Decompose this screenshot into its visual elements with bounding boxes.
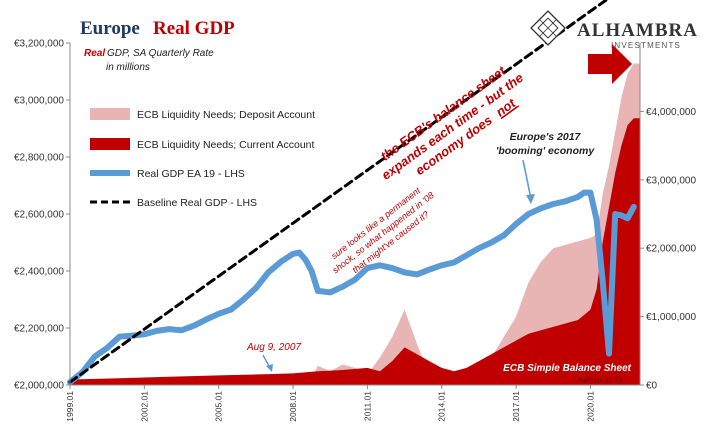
annotation-aug-arrow bbox=[262, 354, 273, 372]
logo-name: ALHAMBRA bbox=[577, 20, 698, 41]
x-tick-label: 2008.01 bbox=[288, 391, 298, 422]
series-line-baseline bbox=[68, 0, 609, 384]
alhambra-logo: ALHAMBRA INVESTMENTS bbox=[530, 10, 698, 50]
big-red-arrow-icon bbox=[588, 44, 632, 84]
x-tick-label: 2014.01 bbox=[437, 391, 447, 422]
logo-diamond-icon bbox=[530, 10, 566, 46]
left-tick-label: €2,400,000 bbox=[14, 267, 64, 278]
series-area-current bbox=[70, 118, 640, 385]
chart-title-part2: Real GDP bbox=[153, 18, 235, 39]
annotation-booming-line2: 'booming' economy bbox=[496, 145, 595, 157]
left-tick-label: €2,600,000 bbox=[14, 210, 64, 221]
legend: ECB Liquidity Needs; Deposit Account ECB… bbox=[90, 108, 315, 209]
legend-swatch-deposit bbox=[90, 108, 130, 120]
annotation-booming-line1: Europe's 2017 bbox=[510, 131, 582, 143]
x-tick-label: 2002.01 bbox=[139, 391, 149, 422]
right-tick-label: €4,000,000 bbox=[646, 107, 696, 118]
annotation-ecb-line2: expands each time - but the bbox=[379, 70, 526, 183]
legend-swatch-current bbox=[90, 138, 130, 150]
legend-label-current: ECB Liquidity Needs; Current Account bbox=[137, 139, 315, 151]
annotation-shock-line2: shock, so what happened in '08 bbox=[331, 190, 436, 275]
subtitle-real: Real bbox=[84, 48, 105, 59]
legend-label-baseline: Baseline Real GDP - LHS bbox=[137, 197, 257, 209]
annotation-aug-9: Aug 9, 2007 bbox=[246, 342, 301, 353]
left-tick-label: €3,200,000 bbox=[14, 39, 64, 50]
x-tick-label: 2011.01 bbox=[362, 391, 372, 421]
logo-sub: INVESTMENTS bbox=[611, 41, 681, 50]
annotation-ecb-expands: the ECB's balance sheet expands each tim… bbox=[378, 63, 526, 183]
subtitle-units: in millions bbox=[106, 62, 150, 73]
chart-title-part1: Europe bbox=[80, 18, 140, 39]
left-tick-label: €2,200,000 bbox=[14, 324, 64, 335]
x-tick-label: 2017.01 bbox=[511, 391, 521, 422]
left-tick-label: €2,000,000 bbox=[14, 381, 64, 392]
x-tick-label: 1999.01 bbox=[65, 391, 75, 422]
left-tick-label: €2,800,000 bbox=[14, 153, 64, 164]
x-tick-label: 2005.01 bbox=[214, 391, 224, 422]
x-tick-label: 2020.01 bbox=[585, 391, 595, 422]
right-tick-label: €3,000,000 bbox=[646, 175, 696, 186]
annotation-booming-arrow bbox=[522, 159, 535, 204]
right-tick-label: €1,000,000 bbox=[646, 312, 696, 323]
left-tick-label: €3,000,000 bbox=[14, 96, 64, 107]
subtitle-rest: GDP, SA Quarterly Rate bbox=[107, 48, 214, 59]
annotation-ecb-not-underline bbox=[500, 105, 520, 120]
legend-label-deposit: ECB Liquidity Needs; Deposit Account bbox=[137, 109, 315, 121]
series-line-gdp bbox=[67, 189, 637, 386]
ecb-units-label: millions of €s bbox=[577, 376, 623, 385]
legend-label-gdp: Real GDP EA 19 - LHS bbox=[137, 168, 245, 180]
right-tick-label: €2,000,000 bbox=[646, 244, 696, 255]
ecb-balance-sheet-label: ECB Simple Balance Sheet bbox=[503, 363, 631, 374]
right-tick-label: €0 bbox=[646, 381, 658, 392]
